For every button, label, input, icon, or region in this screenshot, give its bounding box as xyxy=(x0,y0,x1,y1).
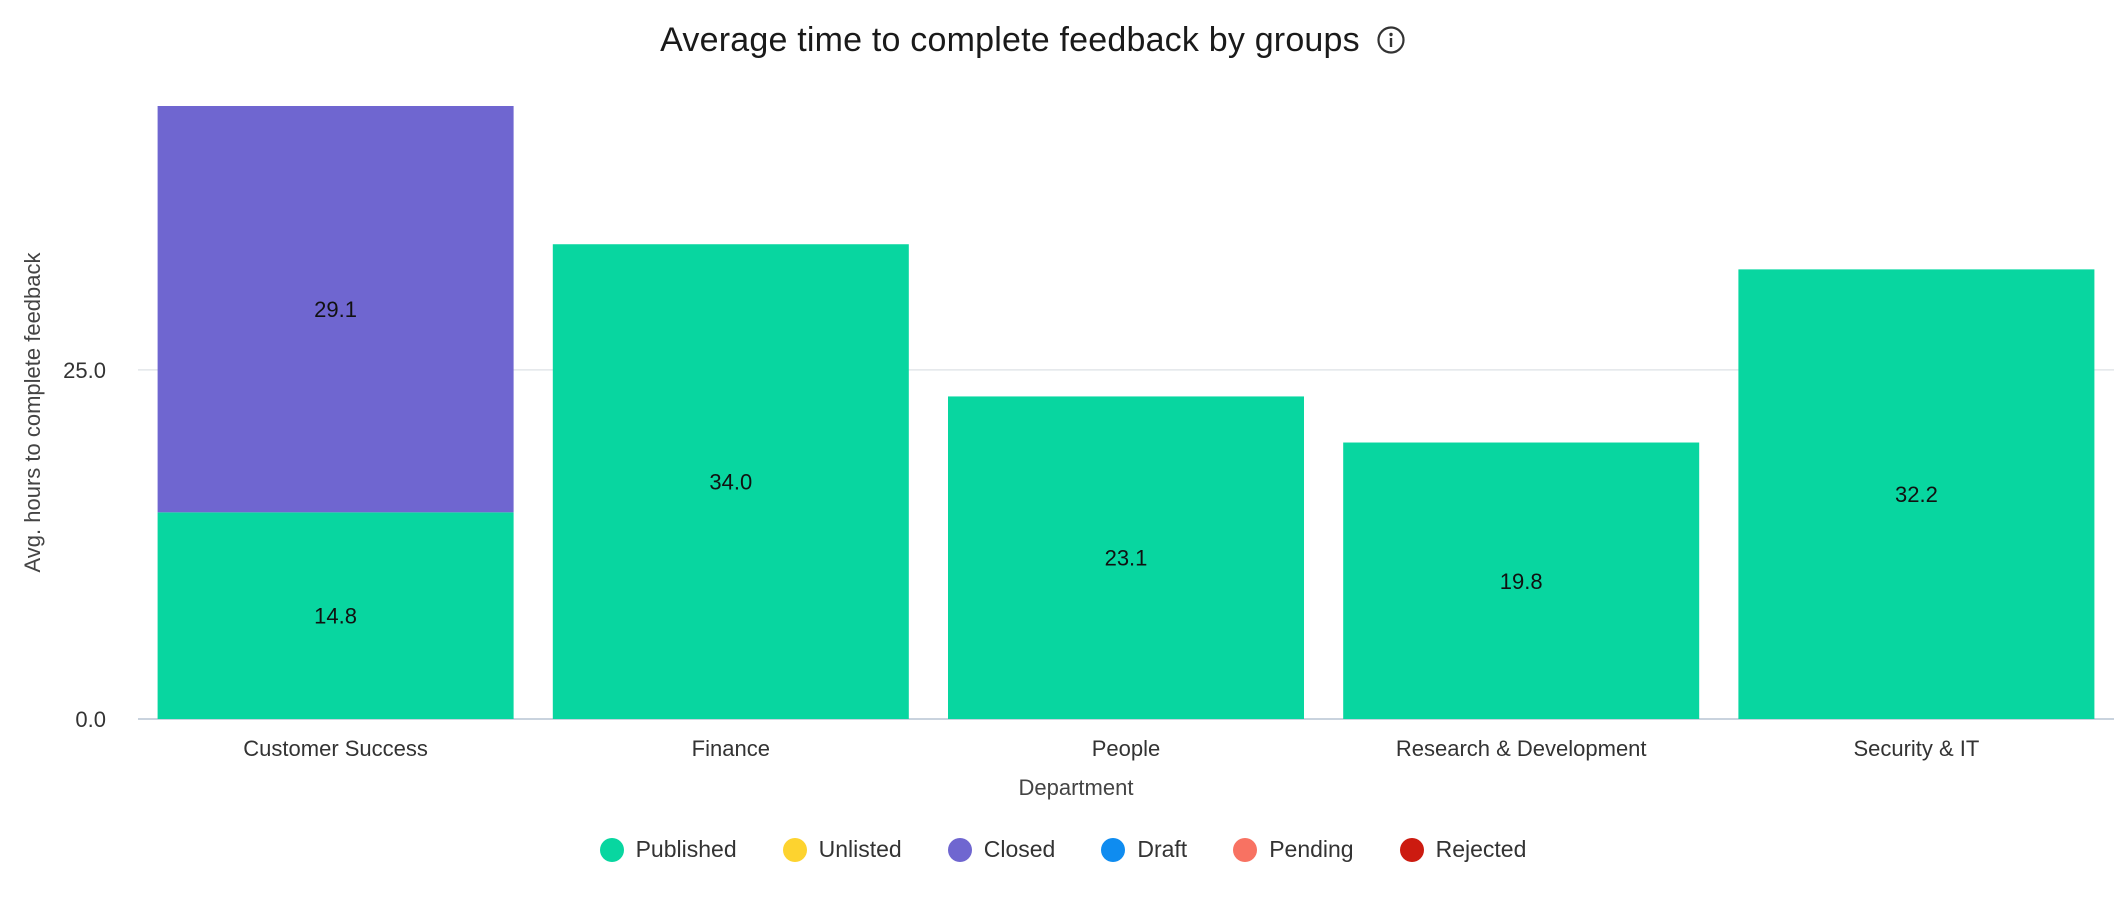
axes: 0.0 25.0 Customer Success Finance People Rese… xyxy=(20,251,1979,800)
legend: Published Unlisted Closed Draft Pending Rejec… xyxy=(0,836,2126,863)
y-tick-label: 0.0 xyxy=(75,707,106,732)
data-label: 29.1 xyxy=(314,297,357,322)
legend-swatch xyxy=(947,837,972,862)
bars xyxy=(157,106,2095,719)
legend-swatch xyxy=(1233,837,1258,862)
x-axis-title: Department xyxy=(1019,775,1134,800)
data-label: 23.1 xyxy=(1105,546,1148,571)
chart-title: Average time to complete feedback by gro… xyxy=(660,20,1360,59)
bar-published[interactable] xyxy=(157,512,514,719)
legend-item-unlisted[interactable]: Unlisted xyxy=(782,836,902,863)
legend-item-pending[interactable]: Pending xyxy=(1233,836,1354,863)
legend-label: Unlisted xyxy=(818,836,902,862)
legend-label: Pending xyxy=(1269,836,1354,862)
bar-closed[interactable] xyxy=(157,106,514,513)
legend-label: Draft xyxy=(1137,836,1188,862)
x-tick-label: Customer Success xyxy=(243,736,428,761)
bar-published[interactable] xyxy=(1738,269,2095,719)
x-tick-label: Security & IT xyxy=(1853,736,1979,761)
data-label: 19.8 xyxy=(1500,569,1543,594)
legend-label: Published xyxy=(635,836,737,862)
y-tick-label: 25.0 xyxy=(63,358,106,383)
bar-published[interactable] xyxy=(948,396,1304,719)
legend-label: Closed xyxy=(983,836,1056,862)
legend-swatch xyxy=(1101,837,1126,862)
legend-swatch xyxy=(599,837,624,862)
legend-label: Rejected xyxy=(1435,836,1527,862)
data-label: 34.0 xyxy=(709,470,752,495)
legend-swatch xyxy=(782,837,807,862)
data-label: 32.2 xyxy=(1895,482,1938,507)
legend-item-rejected[interactable]: Rejected xyxy=(1399,836,1527,863)
legend-item-published[interactable]: Published xyxy=(599,836,737,863)
y-axis-title: Avg. hours to complete feedback xyxy=(20,251,45,572)
x-tick-label: People xyxy=(1092,736,1161,761)
x-tick-label: Research & Development xyxy=(1396,736,1647,761)
legend-swatch xyxy=(1399,837,1424,862)
legend-item-closed[interactable]: Closed xyxy=(947,836,1056,863)
bar-published[interactable] xyxy=(552,244,909,719)
chart-header: Average time to complete feedback by gro… xyxy=(0,18,2126,62)
info-icon[interactable] xyxy=(1376,25,1406,55)
data-label: 14.8 xyxy=(314,604,357,629)
x-tick-label: Finance xyxy=(692,736,770,761)
bar-published[interactable] xyxy=(1343,442,1700,719)
data-labels: 14.8 29.1 34.0 23.1 19.8 32.2 xyxy=(314,297,1938,628)
legend-item-draft[interactable]: Draft xyxy=(1101,836,1187,863)
